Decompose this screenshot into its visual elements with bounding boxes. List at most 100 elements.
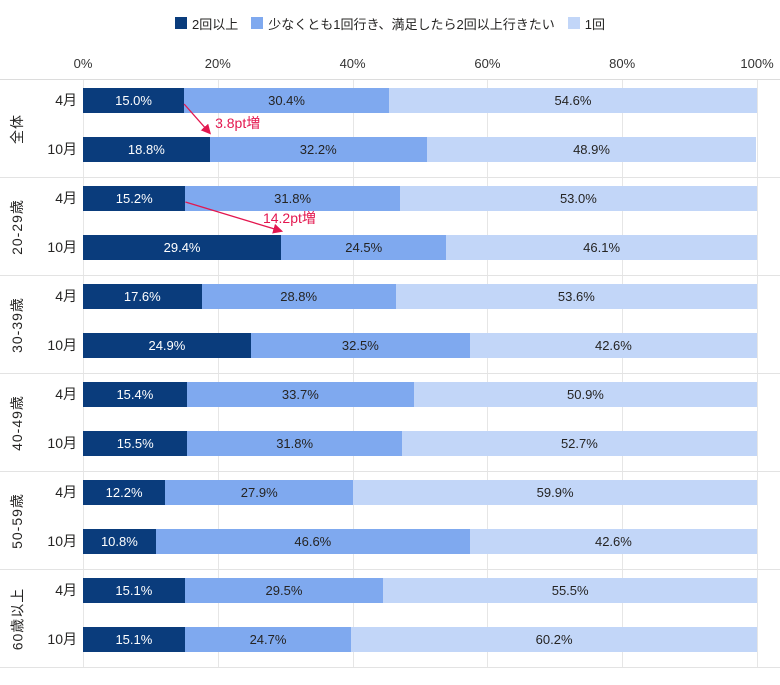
bar-segment-value: 59.9% bbox=[536, 485, 574, 500]
bar-segment-value: 18.8% bbox=[127, 142, 165, 157]
group-label-text: 40-49歳 bbox=[9, 394, 25, 451]
bar-segment: 29.4% bbox=[83, 235, 282, 260]
bar-segment: 42.6% bbox=[469, 529, 757, 554]
bar-segment: 18.8% bbox=[83, 137, 210, 162]
bar-segment-value: 53.6% bbox=[557, 289, 595, 304]
bar-segment-value: 31.8% bbox=[274, 191, 312, 206]
bar-segment-value: 15.1% bbox=[115, 632, 153, 647]
x-axis-tick-label: 40% bbox=[339, 56, 366, 71]
bar-segment: 29.5% bbox=[184, 578, 384, 603]
stacked-bar: 15.0% 30.4% 54.6% bbox=[83, 88, 757, 113]
bar-segment: 15.4% bbox=[83, 382, 187, 407]
group-label: 60歳以上 bbox=[0, 570, 34, 667]
annotation-label: 14.2pt増 bbox=[262, 210, 316, 226]
bar-segment: 46.6% bbox=[155, 529, 470, 554]
bar-segment: 15.1% bbox=[83, 627, 185, 652]
gridline bbox=[83, 80, 84, 668]
annotation-label: 3.8pt増 bbox=[215, 115, 261, 131]
row-label: 10月 bbox=[47, 631, 77, 647]
bar-segment-value: 15.0% bbox=[115, 93, 152, 108]
stacked-bar-chart: 2回以上 少なくとも1回行き、満足したら2回以上行きたい 1回 0% 20% 40% 60… bbox=[0, 0, 780, 668]
bar-segment-value: 12.2% bbox=[105, 485, 143, 500]
x-axis-tick-label: 80% bbox=[609, 56, 636, 71]
bar-segment: 28.8% bbox=[201, 284, 396, 309]
bar-segment-value: 50.9% bbox=[567, 387, 604, 402]
bar-segment-value: 32.5% bbox=[341, 338, 379, 353]
bar-segment-value: 15.1% bbox=[115, 583, 153, 598]
bar-segment: 52.7% bbox=[401, 431, 757, 456]
row-label: 10月 bbox=[47, 239, 77, 255]
bar-segment: 59.9% bbox=[353, 480, 757, 505]
group-label: 40-49歳 bbox=[0, 374, 34, 471]
bar-segment-value: 28.8% bbox=[280, 289, 318, 304]
gridline bbox=[622, 80, 624, 668]
gridline bbox=[217, 80, 219, 668]
row-label: 10月 bbox=[47, 141, 77, 157]
row-label: 4月 bbox=[55, 288, 77, 304]
bar-segment-value: 31.8% bbox=[276, 436, 314, 451]
stacked-bar: 15.1% 24.7% 60.2% bbox=[83, 627, 757, 652]
bar-segment-value: 53.0% bbox=[559, 191, 597, 206]
bar-segment: 55.5% bbox=[383, 578, 758, 603]
bar-segment: 48.9% bbox=[426, 137, 757, 162]
bar-segment-value: 46.6% bbox=[294, 534, 332, 549]
bar-segment: 27.9% bbox=[165, 480, 354, 505]
group-label-text: 50-59歳 bbox=[9, 492, 25, 549]
bar-segment-value: 29.5% bbox=[265, 583, 303, 598]
bar-segment-value: 30.4% bbox=[268, 93, 305, 108]
legend-item: 少なくとも1回行き、満足したら2回以上行きたい bbox=[251, 14, 555, 33]
row-label: 10月 bbox=[47, 533, 77, 549]
x-axis-tick-label: 100% bbox=[740, 56, 774, 71]
x-axis-tick-label: 20% bbox=[204, 56, 231, 71]
group-label-text: 30-39歳 bbox=[9, 296, 25, 353]
stacked-bar: 15.5% 31.8% 52.7% bbox=[83, 431, 757, 456]
bar-segment: 24.7% bbox=[184, 627, 352, 652]
chart-group: 60歳以上 4月 15.1% 29.5% 55.5% 10月 15.1% 24.7% 60.2% bbox=[0, 570, 780, 668]
bar-segment-value: 42.6% bbox=[594, 534, 632, 549]
bar-segment: 54.6% bbox=[388, 88, 757, 113]
bar-segment: 15.0% bbox=[83, 88, 185, 113]
bar-segment: 60.2% bbox=[351, 627, 757, 652]
stacked-bar: 12.2% 27.9% 59.9% bbox=[83, 480, 757, 505]
legend-label: 少なくとも1回行き、満足したら2回以上行きたい bbox=[268, 16, 555, 32]
bar-segment-value: 24.9% bbox=[148, 338, 186, 353]
stacked-bar: 10.8% 46.6% 42.6% bbox=[83, 529, 757, 554]
bar-segment: 17.6% bbox=[83, 284, 202, 309]
chart-group: 50-59歳 4月 12.2% 27.9% 59.9% 10月 10.8% 46.6% 42.6… bbox=[0, 472, 780, 570]
group-label: 全体 bbox=[0, 80, 34, 177]
bar-segment: 24.5% bbox=[281, 235, 447, 260]
bar-segment: 33.7% bbox=[186, 382, 414, 407]
legend-label: 1回 bbox=[584, 16, 606, 32]
bar-segment-value: 55.5% bbox=[551, 583, 589, 598]
row-label: 4月 bbox=[55, 190, 77, 206]
chart-body: 全体 4月 15.0% 30.4% 54.6% 10月 18.8% 32.2% 48.9% 3.8… bbox=[0, 79, 780, 668]
bar-segment-value: 54.6% bbox=[554, 93, 592, 108]
legend-item: 2回以上 bbox=[174, 14, 239, 33]
bar-segment-value: 42.6% bbox=[594, 338, 632, 353]
bar-segment-value: 17.6% bbox=[123, 289, 161, 304]
stacked-bar: 15.2% 31.8% 53.0% bbox=[83, 186, 757, 211]
row-label: 10月 bbox=[47, 337, 77, 353]
bar-segment-value: 48.9% bbox=[573, 142, 610, 157]
stacked-bar: 15.4% 33.7% 50.9% bbox=[83, 382, 757, 407]
bar-segment-value: 24.5% bbox=[345, 240, 383, 255]
chart-legend: 2回以上 少なくとも1回行き、満足したら2回以上行きたい 1回 bbox=[0, 0, 780, 33]
bar-segment: 32.2% bbox=[209, 137, 427, 162]
x-axis-tick-label: 0% bbox=[73, 56, 93, 71]
row-label: 4月 bbox=[55, 92, 77, 108]
chart-group: 20-29歳 4月 15.2% 31.8% 53.0% 10月 29.4% 24.5% 46.1… bbox=[0, 178, 780, 276]
stacked-bar: 17.6% 28.8% 53.6% bbox=[83, 284, 757, 309]
bar-segment: 24.9% bbox=[83, 333, 251, 358]
bar-segment-value: 32.2% bbox=[299, 142, 337, 157]
group-label-text: 20-29歳 bbox=[9, 198, 25, 255]
legend-label: 2回以上 bbox=[191, 16, 239, 32]
group-label: 50-59歳 bbox=[0, 472, 34, 569]
stacked-bar: 15.1% 29.5% 55.5% bbox=[83, 578, 758, 603]
legend-swatch-icon bbox=[174, 17, 187, 29]
gridline bbox=[487, 80, 489, 668]
group-label: 30-39歳 bbox=[0, 276, 34, 373]
bar-segment-value: 24.7% bbox=[249, 632, 287, 647]
x-axis-tick-label: 60% bbox=[474, 56, 501, 71]
bar-segment-value: 33.7% bbox=[281, 387, 319, 402]
row-label: 4月 bbox=[55, 484, 77, 500]
